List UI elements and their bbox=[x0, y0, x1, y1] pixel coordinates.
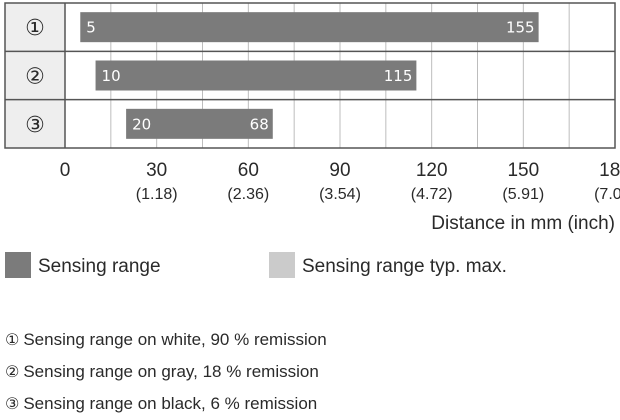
note-text: Sensing range on white, 90 % remission bbox=[23, 330, 327, 349]
x-tick-sublabel: (1.18) bbox=[136, 186, 178, 203]
x-axis-ticks: 0 30 (1.18) 60 (2.36) 90 (3.54) 120 (4.72) 150 (5.… bbox=[60, 160, 620, 203]
legend-label-sensing-range: Sensing range bbox=[38, 256, 161, 277]
bar-label-start-2: 10 bbox=[102, 67, 121, 85]
chart-frame bbox=[4, 2, 616, 149]
note-symbol: ② bbox=[5, 362, 20, 381]
x-axis-title: Distance in mm (inch) bbox=[431, 213, 615, 234]
bar-label-start-1: 5 bbox=[86, 19, 96, 37]
row-label-column bbox=[5, 3, 65, 148]
x-tick-label: 180 bbox=[599, 160, 620, 181]
x-tick-label: 60 bbox=[238, 160, 259, 181]
bar-label-end-3: 68 bbox=[250, 115, 269, 133]
note-symbol: ① bbox=[5, 330, 20, 349]
x-tick-label: 120 bbox=[416, 160, 448, 181]
bar-sensing-range-2 bbox=[95, 60, 417, 91]
x-tick-label: 150 bbox=[507, 160, 539, 181]
bar-sensing-range-3 bbox=[126, 108, 273, 139]
note-symbol: ③ bbox=[5, 394, 20, 413]
x-tick-sublabel: (3.54) bbox=[319, 186, 361, 203]
bar-label-end-2: 115 bbox=[384, 67, 413, 85]
x-tick-sublabel: (2.36) bbox=[227, 186, 269, 203]
note-black-remission: ③ Sensing range on black, 6 % remission bbox=[5, 394, 317, 414]
legend-swatch-sensing-range bbox=[5, 252, 31, 278]
legend-swatch-sensing-range-typ-max bbox=[269, 252, 295, 278]
row-label-2: ② bbox=[25, 65, 45, 90]
x-tick-label: 30 bbox=[146, 160, 167, 181]
note-gray-remission: ② Sensing range on gray, 18 % remission bbox=[5, 362, 319, 382]
note-text: Sensing range on gray, 18 % remission bbox=[23, 362, 319, 381]
row-label-3: ③ bbox=[25, 113, 45, 138]
note-white-remission: ① Sensing range on white, 90 % remission bbox=[5, 330, 327, 350]
plot-area: ① 5 155 ② 10 115 ③ 20 68 bbox=[4, 2, 616, 149]
bar-label-end-1: 155 bbox=[506, 19, 535, 37]
bar-label-start-3: 20 bbox=[132, 115, 151, 133]
x-tick-label: 0 bbox=[60, 160, 71, 181]
legend-label-sensing-range-typ-max: Sensing range typ. max. bbox=[302, 256, 507, 277]
x-tick-sublabel: (7.09) bbox=[594, 186, 620, 203]
x-tick-label: 90 bbox=[329, 160, 350, 181]
row-label-1: ① bbox=[25, 16, 45, 41]
x-tick-sublabel: (5.91) bbox=[502, 186, 544, 203]
legend: Sensing range Sensing range typ. max. bbox=[5, 252, 507, 278]
note-text: Sensing range on black, 6 % remission bbox=[23, 394, 318, 413]
x-tick-sublabel: (4.72) bbox=[411, 186, 453, 203]
bar-sensing-range-1 bbox=[80, 12, 539, 43]
